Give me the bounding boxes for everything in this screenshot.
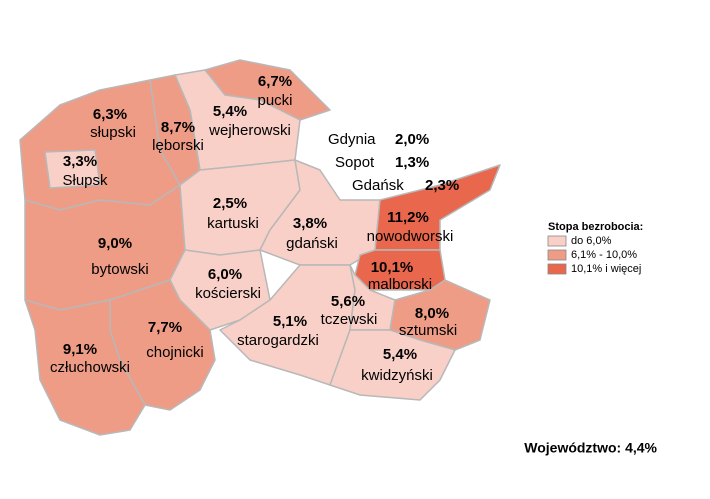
- city-value: 1,3%: [395, 154, 429, 171]
- region-value: 2,5%: [213, 195, 247, 212]
- labels: 6,7% pucki 5,4% wejherowski 8,7%lęborski 6,3%…: [50, 73, 459, 384]
- region-name: wejherowski: [208, 122, 291, 139]
- region-value: 6,0%: [208, 266, 242, 283]
- legend: do 6,0% 6,1% - 10,0% 10,1% i więcej: [547, 235, 641, 275]
- footer: Województwo: 4,4%: [524, 440, 657, 456]
- legend-swatch: [547, 235, 567, 247]
- region-name: gdański: [286, 235, 338, 252]
- region-value: 9,1%: [63, 341, 97, 358]
- legend-label: 6,1% - 10,0%: [571, 249, 637, 261]
- region-value: 6,3%: [93, 106, 127, 123]
- legend-label: do 6,0%: [571, 235, 612, 247]
- region-value: 10,1%: [371, 259, 414, 276]
- region-name: starogardzki: [237, 332, 319, 349]
- region-name: kościerski: [195, 285, 261, 302]
- region-value: 3,3%: [63, 153, 97, 170]
- region-value: 6,7%: [258, 73, 292, 90]
- region-name: kwidzyński: [361, 367, 433, 384]
- region-name: malborski: [368, 276, 432, 293]
- region-name: chojnicki: [146, 344, 204, 361]
- region-name: sztumski: [399, 322, 457, 339]
- region-name: nowodworski: [367, 228, 454, 245]
- region-name: kartuski: [207, 215, 259, 232]
- legend-label: 10,1% i więcej: [571, 263, 641, 275]
- region-name: lęborski: [152, 137, 204, 154]
- region-value: 5,6%: [331, 293, 365, 310]
- city-name: Sopot: [335, 154, 375, 171]
- region: [24, 299, 146, 436]
- city-value: 2,0%: [395, 131, 429, 148]
- regions: [19, 59, 501, 436]
- region-name: tczewski: [321, 311, 378, 328]
- region-value: 7,7%: [148, 319, 182, 336]
- region-value: 5,1%: [273, 313, 307, 330]
- region-name: pucki: [257, 92, 292, 109]
- region-name: słupski: [90, 124, 136, 141]
- legend-swatch: [547, 249, 567, 261]
- city-value: 2,3%: [425, 177, 459, 194]
- region: [329, 329, 456, 401]
- region-value: 9,0%: [98, 235, 132, 252]
- city-name: Gdynia: [328, 131, 376, 148]
- region-value: 5,4%: [383, 346, 417, 363]
- legend-title: Stopa bezrobocia:: [548, 221, 643, 233]
- region-value: 8,7%: [161, 119, 195, 136]
- city-name: Gdańsk: [352, 177, 404, 194]
- region-name: Słupsk: [62, 172, 108, 189]
- legend-swatch: [547, 263, 567, 275]
- region-value: 11,2%: [387, 209, 429, 226]
- region: [44, 149, 101, 189]
- region-value: 8,0%: [415, 305, 449, 322]
- region-name: człuchowski: [50, 359, 130, 376]
- region-name: bytowski: [91, 261, 149, 278]
- region-value: 3,8%: [293, 215, 327, 232]
- region-value: 5,4%: [213, 103, 247, 120]
